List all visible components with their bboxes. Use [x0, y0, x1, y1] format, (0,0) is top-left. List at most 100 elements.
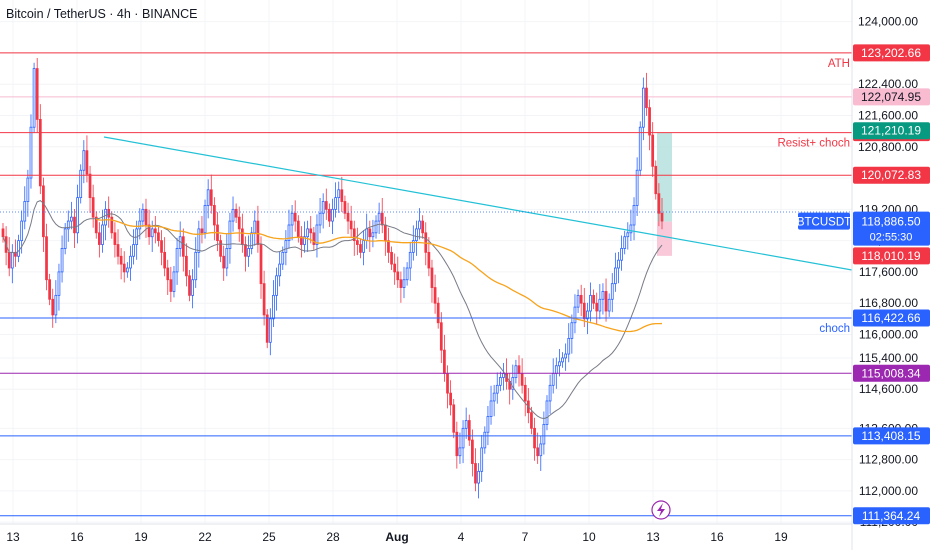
candle-body	[88, 173, 92, 199]
candle-body	[110, 216, 114, 234]
candle-body	[234, 208, 238, 218]
candle-body	[402, 279, 406, 288]
price-tag-label: 120,072.83	[861, 168, 921, 182]
lightning-icon[interactable]	[651, 500, 671, 520]
candle-body	[57, 271, 61, 296]
candle-body	[589, 294, 592, 312]
y-tick-label: 112,800.00	[859, 453, 918, 467]
candle-body	[281, 251, 285, 265]
chart-header-title: Bitcoin / TetherUS · 4h · BINANCE	[6, 7, 198, 21]
candle-body	[10, 251, 14, 269]
candle-body	[97, 232, 101, 245]
candle-body	[163, 251, 167, 269]
candle-body	[272, 294, 275, 320]
candle-body	[20, 220, 24, 242]
candle-body	[213, 205, 216, 226]
y-tick-label: 121,600.00	[858, 108, 918, 122]
candle-body	[132, 244, 135, 257]
candle-body	[32, 68, 36, 128]
candle-body	[607, 298, 611, 312]
candle-body	[586, 310, 589, 320]
candle-body	[393, 263, 397, 273]
candle-body	[160, 240, 163, 253]
x-tick-label: 19	[134, 530, 148, 544]
candle-body	[430, 267, 434, 288]
candle-body	[23, 201, 27, 222]
x-tick-label: 7	[522, 530, 529, 544]
candle-body	[458, 447, 462, 457]
candle-body	[60, 248, 64, 273]
x-tick-label: 28	[326, 530, 340, 544]
candle-body	[514, 365, 518, 378]
candle-body	[144, 208, 148, 226]
candle-body	[104, 208, 107, 226]
candle-body	[188, 275, 191, 296]
candle-body	[368, 228, 372, 238]
candle-body	[461, 427, 465, 449]
candle-body	[287, 224, 291, 242]
candle-body	[620, 248, 623, 261]
x-tick-label: Aug	[385, 530, 408, 544]
candle-body	[502, 373, 505, 378]
candle-body	[536, 447, 540, 457]
y-tick-label: 115,400.00	[859, 351, 918, 365]
candle-body	[321, 201, 325, 214]
descending-trendline[interactable]	[103, 136, 852, 271]
price-tag	[853, 507, 930, 525]
y-tick-label: 120,800.00	[858, 140, 918, 154]
candle-body	[222, 255, 226, 269]
price-tag	[853, 166, 930, 184]
candle-body	[396, 271, 400, 281]
candle-body	[231, 208, 235, 222]
candle-body	[35, 68, 39, 120]
candle-body	[387, 240, 390, 253]
candles	[1, 58, 664, 499]
candle-body	[362, 240, 365, 253]
candle-body	[421, 220, 425, 234]
y-tick-label: 114,600.00	[859, 382, 918, 396]
candle-body	[85, 150, 89, 175]
candle-body	[648, 107, 651, 136]
candle-body	[138, 220, 142, 230]
candle-body	[48, 279, 51, 300]
candle-body	[433, 287, 437, 304]
candle-body	[54, 294, 58, 316]
price-levels[interactable]: ATH Resist+ choch choch	[0, 52, 852, 517]
countdown-label: 02:55:30	[870, 232, 913, 244]
candle-body	[337, 189, 341, 199]
candle-body	[480, 447, 484, 472]
candle-body	[125, 267, 129, 273]
candle-body	[455, 431, 459, 457]
candle-body	[113, 232, 117, 245]
price-tag-label: 111,364.24	[862, 509, 921, 523]
candle-body	[244, 244, 247, 257]
candle-body	[94, 216, 98, 234]
candle-body	[623, 236, 627, 249]
candle-body	[660, 212, 664, 222]
candle-body	[237, 216, 241, 230]
candle-body	[101, 224, 104, 245]
candle-body	[250, 232, 254, 249]
price-tag-label: 118,010.19	[861, 249, 920, 263]
candle-body	[405, 267, 409, 281]
candle-body	[545, 400, 549, 425]
x-tick-label: 13	[646, 530, 660, 544]
candle-body	[551, 373, 555, 386]
candle-body	[542, 424, 546, 445]
y-tick-label: 122,400.00	[858, 77, 918, 91]
candle-body	[116, 244, 120, 257]
candle-body	[449, 392, 452, 406]
candle-body	[635, 169, 639, 206]
candle-body	[561, 357, 564, 363]
candle-body	[579, 294, 583, 304]
candle-body	[359, 244, 362, 253]
candle-body	[495, 384, 499, 394]
candle-body	[79, 169, 83, 199]
price-tag	[853, 44, 930, 62]
candle-body	[122, 263, 126, 273]
candle-body	[641, 87, 645, 128]
candle-body	[259, 244, 263, 285]
candle-body	[570, 322, 574, 339]
